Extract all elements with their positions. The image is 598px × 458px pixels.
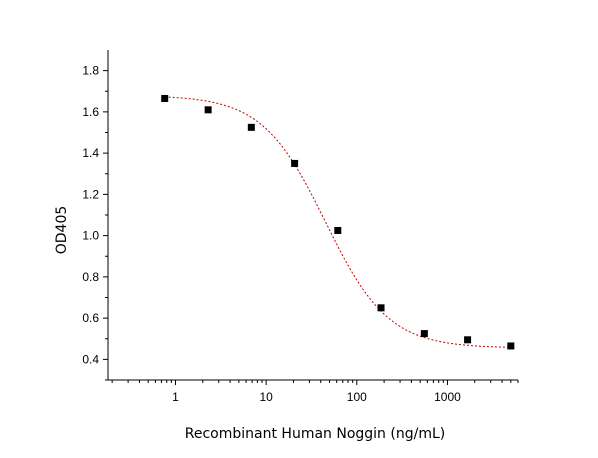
data-point xyxy=(161,94,169,102)
y-tick-label: 1.0 xyxy=(82,229,99,243)
y-tick-label: 0.4 xyxy=(82,352,99,366)
data-point xyxy=(247,123,255,131)
y-tick-label: 0.8 xyxy=(82,270,99,284)
y-tick-label: 1.2 xyxy=(82,187,99,201)
fit-curve xyxy=(164,96,511,348)
x-tick-label: 100 xyxy=(347,390,367,404)
y-tick-label: 1.8 xyxy=(82,64,99,78)
axes xyxy=(107,50,518,381)
fit-curve-group xyxy=(164,96,511,348)
data-point xyxy=(507,342,515,350)
x-tick-label: 1000 xyxy=(434,390,461,404)
data-point xyxy=(420,330,428,338)
ticks: 0.4 0.6 0.8 1.0 1.2 1.4 1.6 1.8 1 10 100 1000 xyxy=(82,64,519,404)
x-tick-label: 10 xyxy=(259,390,273,404)
data-point xyxy=(334,226,342,234)
x-tick-label: 1 xyxy=(172,390,179,404)
data-point xyxy=(464,336,472,344)
y-axis-label: OD405 xyxy=(54,206,70,255)
data-point xyxy=(291,159,299,167)
y-tick-label: 1.6 xyxy=(82,105,99,119)
y-tick-label: 0.6 xyxy=(82,311,99,325)
data-point xyxy=(204,106,212,114)
y-tick-label: 1.4 xyxy=(82,146,99,160)
x-axis-label: Recombinant Human Noggin (ng/mL) xyxy=(185,426,445,442)
data-points xyxy=(161,94,515,350)
data-point xyxy=(377,304,385,312)
